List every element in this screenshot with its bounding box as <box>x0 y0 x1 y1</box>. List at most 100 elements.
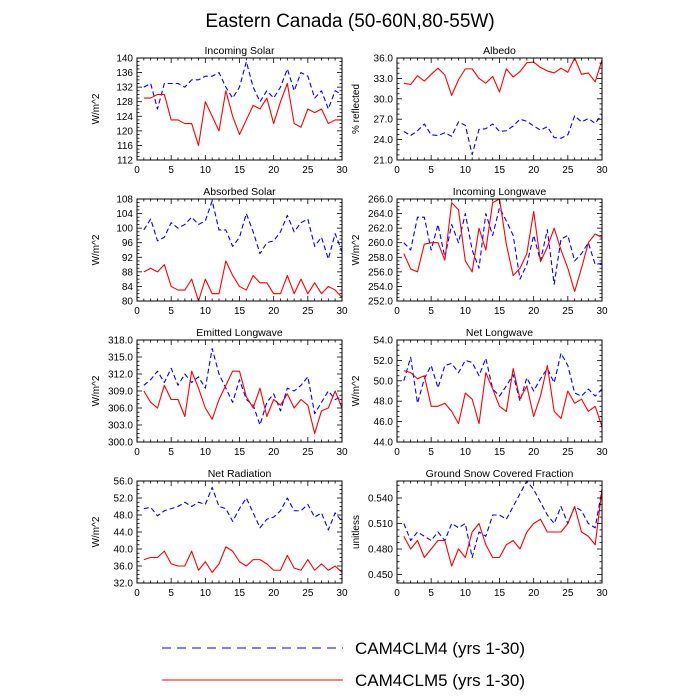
panel-ground-snow-covered-fraction: Ground Snow Covered Fraction unitless 0 5 10… <box>351 468 608 599</box>
y-tick-label: 33.0 <box>374 74 394 85</box>
x-tick-label: 20 <box>268 447 280 458</box>
y-tick-label: 24.0 <box>374 135 394 146</box>
y-tick-label: 0.510 <box>368 519 393 530</box>
y-tick-label: 254.0 <box>368 282 393 293</box>
y-tick-label: 0.450 <box>368 570 393 581</box>
series-line-cam4clm5 <box>143 546 343 573</box>
x-tick-label: 5 <box>428 447 434 458</box>
series-line-cam4clm5 <box>403 364 603 427</box>
x-tick-label: 15 <box>494 447 506 458</box>
y-tick-label: 112 <box>117 156 133 167</box>
x-tick-label: 30 <box>596 165 608 176</box>
y-tick-label: 116 <box>117 141 133 152</box>
y-tick-label: 88 <box>122 267 134 278</box>
y-tick-label: 104 <box>116 209 133 220</box>
x-tick-label: 15 <box>494 306 506 317</box>
series-line-cam4clm4 <box>403 114 603 156</box>
legend: CAM4CLM4 (yrs 1-30) CAM4CLM5 (yrs 1-30) <box>162 639 525 690</box>
y-tick-label: 27.0 <box>374 115 394 126</box>
series-line-cam4clm5 <box>403 489 603 567</box>
y-tick-label: 128 <box>116 97 133 108</box>
x-tick-label: 15 <box>234 165 246 176</box>
panel-net-longwave: Net Longwave W/m^2 0 5 10 15 20 25 30 44.0 46.0 48.… <box>351 327 608 458</box>
plot-frame <box>396 480 603 584</box>
x-tick-label: 25 <box>302 588 314 599</box>
y-tick-label: 306.0 <box>108 404 133 415</box>
panel-title: Ground Snow Covered Fraction <box>426 468 574 480</box>
y-axis-title: % reflected <box>351 84 362 134</box>
series-line-cam4clm4 <box>143 486 343 531</box>
y-tick-label: 36.0 <box>114 562 134 573</box>
series-line-cam4clm4 <box>403 352 603 404</box>
plot-frame <box>136 339 343 443</box>
x-tick-label: 0 <box>134 165 140 176</box>
x-tick-label: 10 <box>200 165 212 176</box>
x-tick-label: 25 <box>562 447 574 458</box>
x-tick-label: 20 <box>268 588 280 599</box>
panel-grid: Incoming Solar W/m^2 0 5 10 15 20 25 30 112 116 120… <box>91 45 608 599</box>
panel-absorbed-solar: Absorbed Solar W/m^2 0 5 10 15 20 25 30 80 84 88 92 9… <box>91 186 348 317</box>
x-tick-label: 0 <box>394 306 400 317</box>
x-tick-label: 10 <box>200 306 212 317</box>
y-tick-label: 48.0 <box>114 511 134 522</box>
y-tick-label: 40.0 <box>114 545 134 556</box>
y-tick-label: 54.0 <box>374 336 394 347</box>
legend-label-cam4clm4: CAM4CLM4 (yrs 1-30) <box>355 639 525 658</box>
x-tick-label: 0 <box>394 165 400 176</box>
y-tick-label: 21.0 <box>374 156 394 167</box>
x-tick-label: 15 <box>494 588 506 599</box>
panel-emitted-longwave: Emitted Longwave W/m^2 0 5 10 15 20 25 30 300.0 30… <box>91 327 348 458</box>
x-tick-label: 0 <box>134 447 140 458</box>
y-tick-label: 266.0 <box>368 195 393 206</box>
panel-incoming-solar: Incoming Solar W/m^2 0 5 10 15 20 25 30 112 116 120… <box>91 45 348 176</box>
figure-title: Eastern Canada (50-60N,80-55W) <box>205 11 494 32</box>
series-line-cam4clm4 <box>403 207 603 285</box>
y-tick-label: 260.0 <box>368 238 393 249</box>
x-tick-label: 25 <box>562 165 574 176</box>
x-tick-label: 15 <box>494 165 506 176</box>
legend-label-cam4clm5: CAM4CLM5 (yrs 1-30) <box>355 671 525 690</box>
y-tick-label: 309.0 <box>108 387 133 398</box>
y-tick-label: 50.0 <box>374 376 394 387</box>
x-tick-label: 10 <box>200 447 212 458</box>
y-tick-label: 140 <box>116 54 133 65</box>
x-tick-label: 25 <box>302 447 314 458</box>
x-tick-label: 20 <box>268 165 280 176</box>
x-tick-label: 5 <box>168 165 174 176</box>
x-tick-label: 20 <box>528 165 540 176</box>
x-tick-label: 30 <box>336 447 348 458</box>
y-tick-label: 124 <box>116 112 133 123</box>
x-tick-label: 10 <box>200 588 212 599</box>
series-line-cam4clm4 <box>143 347 343 426</box>
x-tick-label: 30 <box>596 306 608 317</box>
y-tick-label: 30.0 <box>374 94 394 105</box>
y-tick-label: 44.0 <box>114 528 134 539</box>
x-tick-label: 25 <box>302 306 314 317</box>
y-tick-label: 318.0 <box>108 336 133 347</box>
panel-albedo: Albedo % reflected 0 5 10 15 20 25 30 21.0 24.0 27.… <box>351 45 608 176</box>
y-tick-label: 32.0 <box>114 579 134 590</box>
x-tick-label: 25 <box>562 306 574 317</box>
x-tick-label: 15 <box>234 588 246 599</box>
x-tick-label: 20 <box>528 447 540 458</box>
plot-frame <box>396 57 603 161</box>
x-tick-label: 5 <box>428 306 434 317</box>
y-tick-label: 252.0 <box>368 297 393 308</box>
y-tick-label: 52.0 <box>374 356 394 367</box>
y-tick-label: 303.0 <box>108 421 133 432</box>
y-tick-label: 56.0 <box>114 477 134 488</box>
series-line-cam4clm4 <box>143 200 343 260</box>
x-tick-label: 20 <box>528 306 540 317</box>
y-tick-label: 108 <box>116 195 133 206</box>
x-tick-label: 30 <box>336 165 348 176</box>
y-tick-label: 120 <box>116 126 133 137</box>
x-tick-label: 5 <box>168 447 174 458</box>
x-tick-label: 15 <box>234 447 246 458</box>
x-tick-label: 0 <box>134 588 140 599</box>
y-tick-label: 92 <box>122 253 134 264</box>
series-line-cam4clm5 <box>143 82 342 146</box>
y-tick-label: 84 <box>122 282 134 293</box>
y-axis-title: W/m^2 <box>91 375 102 406</box>
x-tick-label: 20 <box>528 588 540 599</box>
